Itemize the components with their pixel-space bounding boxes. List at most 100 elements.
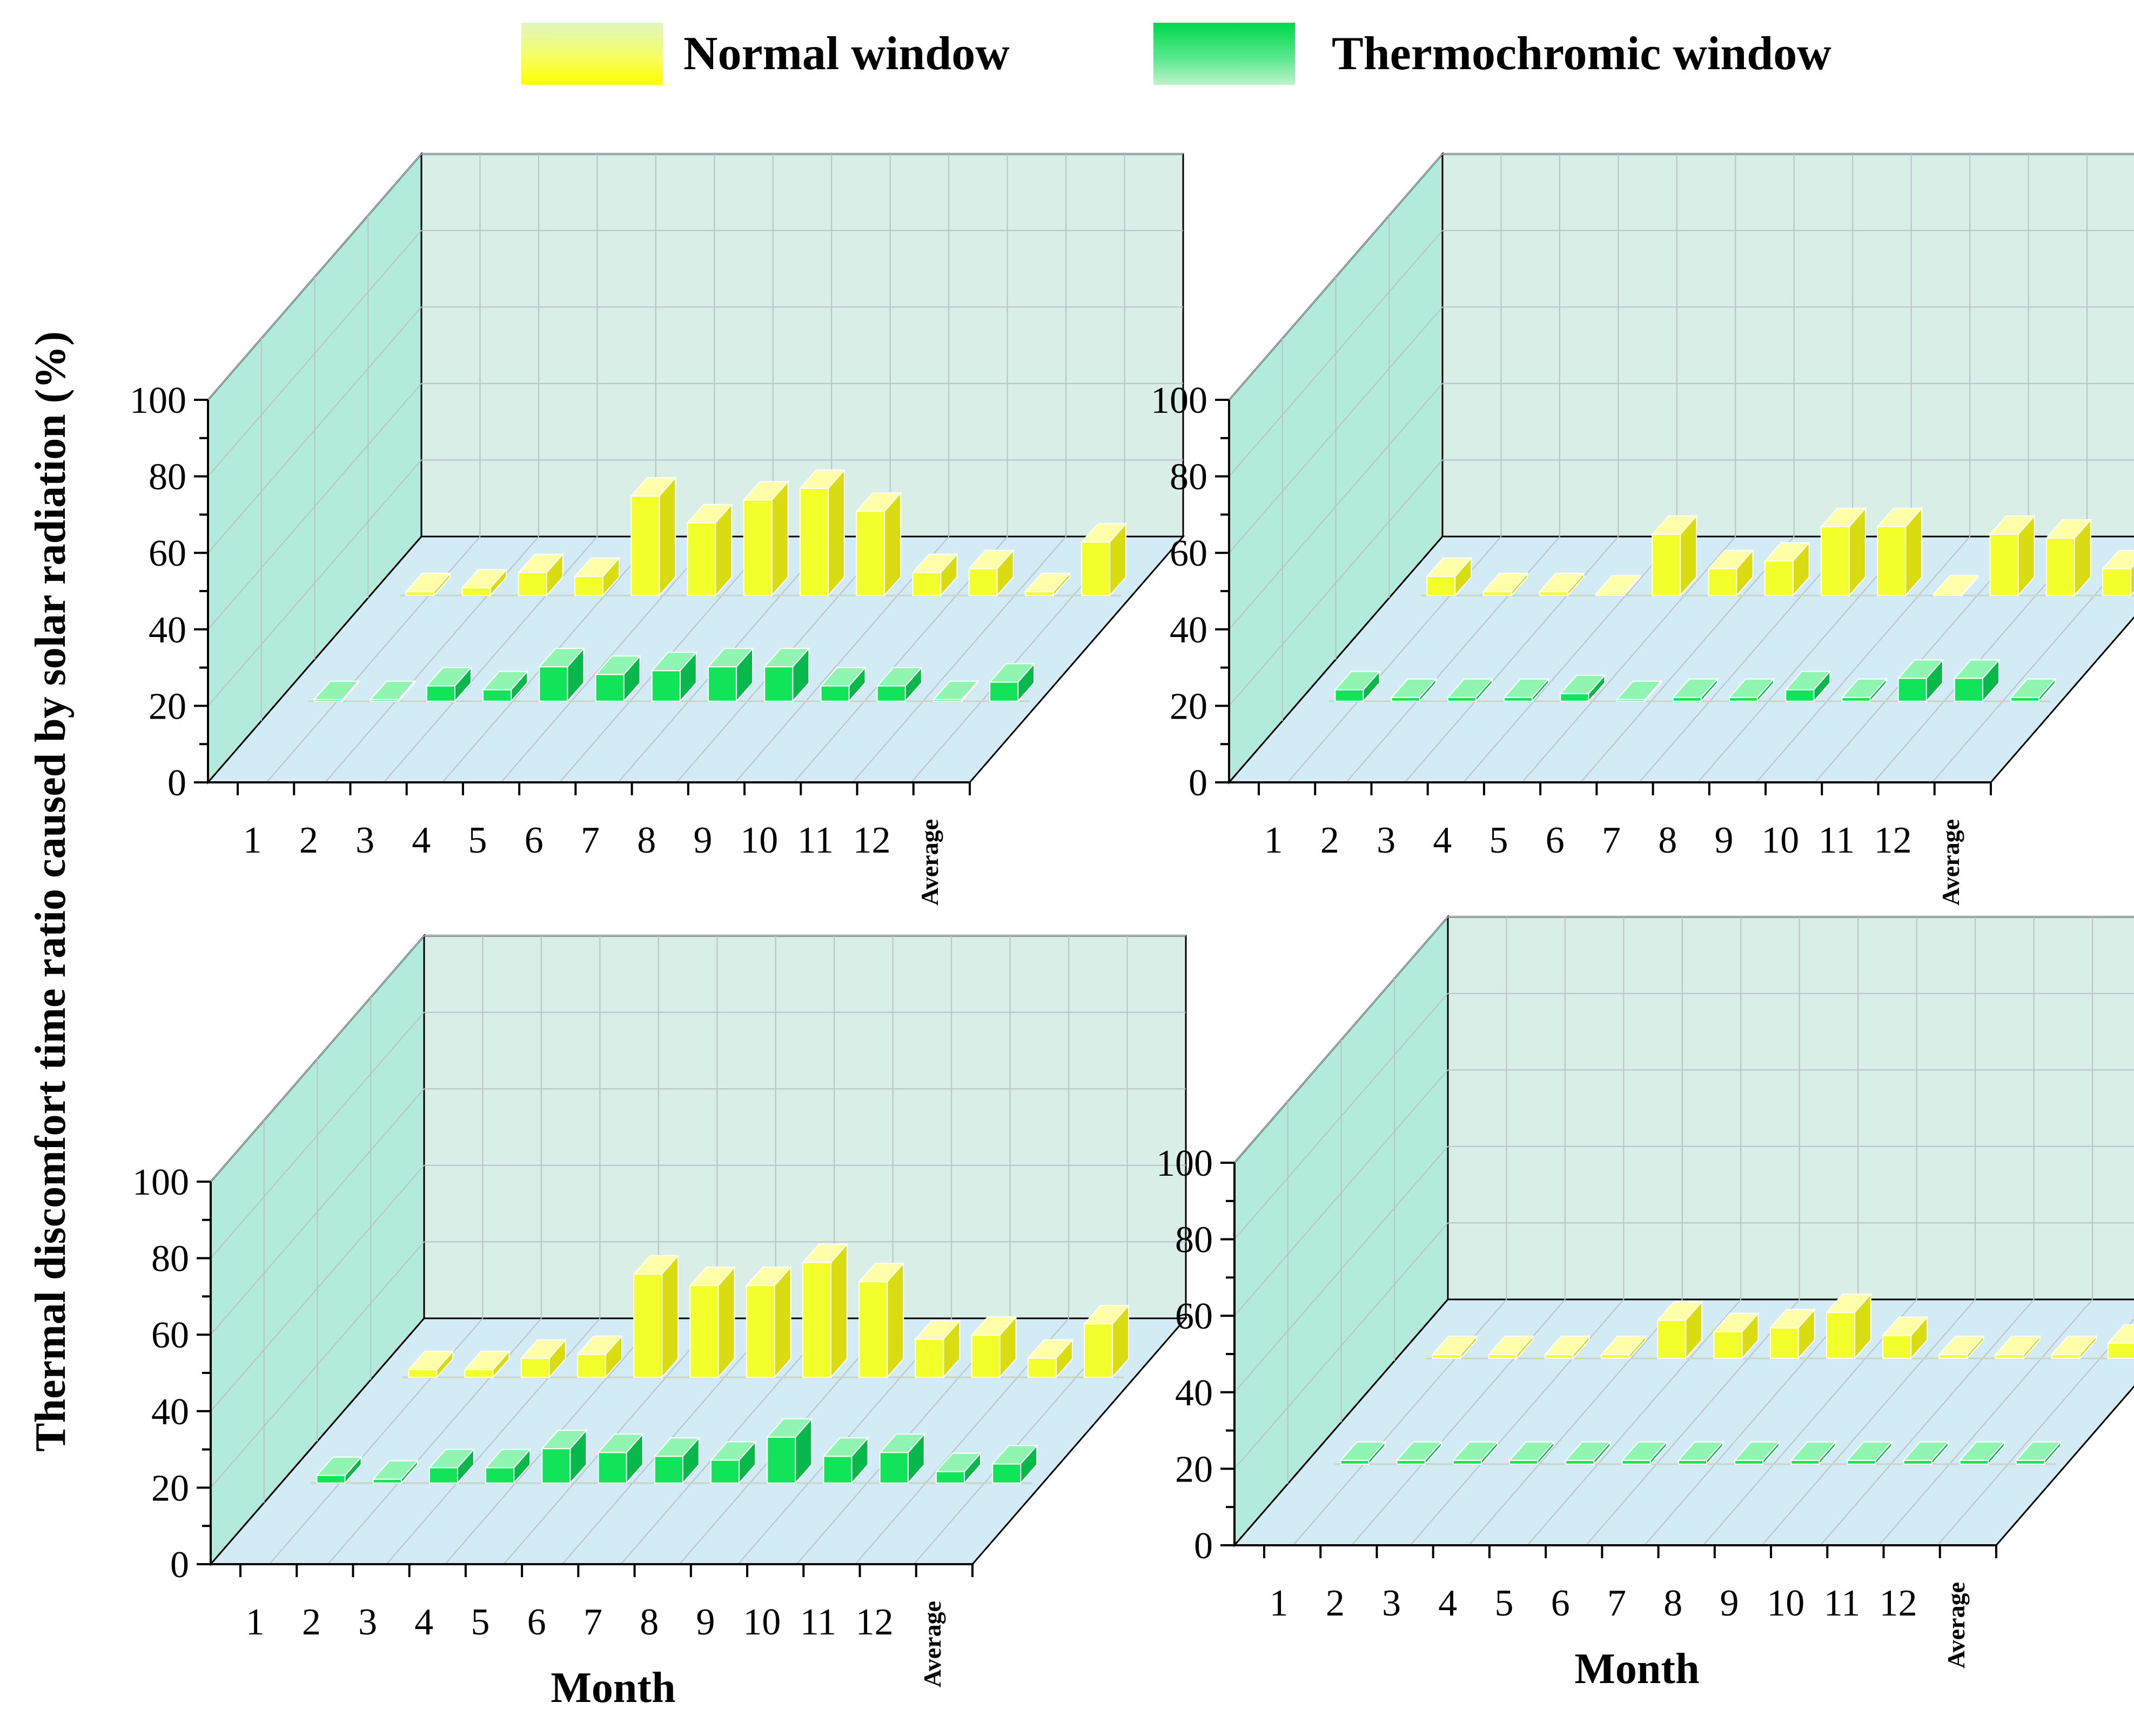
bar-thermochromic-row (308, 647, 1036, 703)
x-tick-label: 1 (246, 1601, 265, 1643)
bar-thermochromic (709, 1440, 757, 1485)
x-tick-label: 3 (1377, 820, 1395, 861)
bar-thermochromic (991, 1444, 1038, 1485)
y-tick-label: 40 (1175, 1372, 1213, 1414)
bar-thermochromic (316, 1456, 363, 1485)
bar-normal-row (402, 1243, 1130, 1379)
y-axis: 0 20 40 60 80 100 (1151, 380, 1230, 804)
bar-normal (2106, 1324, 2134, 1359)
x-tick-label: 7 (583, 1601, 602, 1643)
bar-thermochromic (1334, 669, 1381, 703)
bar-normal (1600, 1335, 1647, 1360)
bar-thermochromic (484, 1447, 532, 1485)
bar-normal (911, 553, 958, 597)
bar-thermochromic (935, 1451, 982, 1485)
y-tick-label: 100 (130, 380, 186, 421)
bar-thermochromic (2009, 678, 2057, 703)
bar-normal (798, 468, 846, 597)
y-tick-label: 0 (167, 762, 186, 804)
x-tick-label: 11 (1824, 1583, 1860, 1624)
bar-thermochromic (1677, 1440, 1724, 1466)
bar-normal (1876, 507, 1923, 597)
x-tick-label: 10 (1761, 820, 1799, 861)
x-tick-label: 4 (414, 1601, 433, 1643)
bar-thermochromic (876, 666, 923, 703)
y-tick-label: 60 (1175, 1296, 1213, 1337)
bar-normal (1024, 572, 1071, 597)
bar-normal (2101, 549, 2134, 597)
x-tick-label: 7 (581, 820, 600, 861)
x-tick-label: 10 (743, 1601, 781, 1643)
bar-normal (1820, 507, 1867, 597)
bar-thermochromic (1508, 1440, 1555, 1466)
x-tick-label: 8 (640, 1601, 659, 1643)
bar-normal (801, 1243, 849, 1379)
x-tick-label: 5 (1489, 820, 1508, 861)
x-tick-label: 6 (1546, 820, 1565, 861)
x-tick-label: 2 (302, 1601, 321, 1643)
y-tick-label: 80 (1175, 1219, 1213, 1261)
x-tick-label: 2 (1320, 820, 1339, 861)
y-tick-label: 80 (1170, 457, 1207, 498)
bar-thermochromic (594, 654, 641, 703)
bar-thermochromic-row (311, 1417, 1038, 1485)
bar-normal (520, 1338, 567, 1379)
bar-thermochromic (1565, 1440, 1612, 1466)
bar-normal (914, 1319, 961, 1379)
bar-normal-row (1426, 1292, 2134, 1360)
bar-thermochromic (428, 1447, 475, 1485)
bar-thermochromic (988, 662, 1036, 703)
x-tick-label: 5 (1495, 1583, 1514, 1624)
bar-normal (1713, 1311, 1760, 1360)
bar-thermochromic (1502, 678, 1550, 703)
y-tick-label: 60 (151, 1315, 189, 1356)
x-tick-label: 4 (1433, 820, 1452, 861)
bar-thermochromic (1559, 674, 1606, 703)
x-tick-label: 1 (243, 820, 262, 861)
x-tick-label: 9 (1714, 820, 1733, 861)
bar-thermochromic (1958, 1440, 2006, 1466)
bar-normal (405, 572, 452, 597)
grid (1234, 916, 2134, 1546)
bar-normal (576, 1335, 623, 1379)
bar-normal (1026, 1338, 1074, 1379)
x-tick-label: 2 (1326, 1583, 1345, 1624)
grid (1229, 153, 2134, 783)
bar-normal (686, 503, 733, 597)
legend-label-thermochromic: Thermochromic window (1332, 28, 1831, 80)
x-tick-label: 7 (1607, 1583, 1626, 1624)
x-tick-label: 1 (1264, 820, 1283, 861)
bar-thermochromic (1446, 678, 1494, 703)
bar-normal (1938, 1335, 1985, 1360)
x-tick-label: 12 (1874, 820, 1912, 861)
x-tick-label: 8 (1663, 1583, 1682, 1624)
bar-normal (1989, 514, 2036, 597)
bar-thermochromic (1953, 658, 2001, 703)
bar-normal (1538, 572, 1586, 597)
bar-thermochromic (538, 647, 585, 703)
x-tick-label: 9 (696, 1601, 715, 1643)
y-tick-label: 20 (1175, 1449, 1213, 1490)
x-tick-label: 10 (740, 820, 778, 861)
bar-thermochromic-row (1334, 1440, 2062, 1466)
legend-swatch-normal (521, 23, 663, 85)
x-axis: 1 2 3 4 5 6 7 8 9 10 11 12 Average (208, 781, 971, 906)
bar-normal (1650, 514, 1698, 597)
bar-normal (1656, 1300, 1703, 1360)
x-tick-label: 1 (1270, 1583, 1289, 1624)
bar-thermochromic (1897, 658, 1944, 703)
chart-panel-north: North020406080100123456789101112AverageM… (1156, 914, 2134, 1693)
legend: Normal window Thermochromic window (521, 23, 1831, 85)
bar-normal (1994, 1335, 2041, 1360)
y-axis: 0 20 40 60 80 100 (132, 1162, 212, 1586)
bar-normal (1769, 1308, 1816, 1360)
bar-normal (517, 553, 565, 597)
x-tick-label: 4 (1438, 1583, 1457, 1624)
y-tick-label: 20 (1170, 686, 1207, 727)
y-tick-label: 80 (151, 1238, 189, 1280)
bar-normal (1544, 1335, 1591, 1360)
x-tick-label-average: Average (1937, 819, 1964, 906)
bar-normal (968, 548, 1015, 597)
x-tick-label: 4 (412, 820, 431, 861)
bar-normal (689, 1265, 736, 1379)
